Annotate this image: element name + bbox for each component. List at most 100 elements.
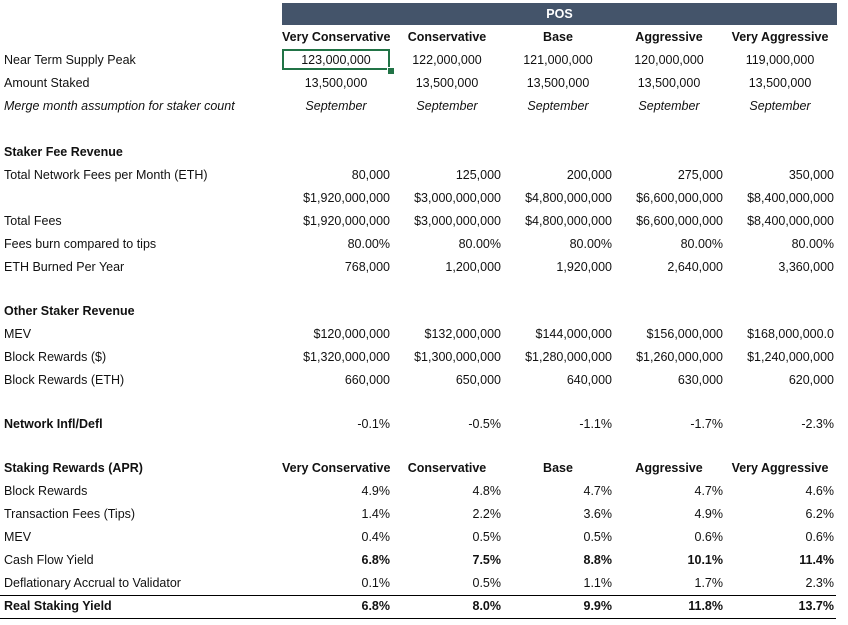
- cell[interactable]: 0.1%: [361, 576, 391, 590]
- cell[interactable]: September: [305, 99, 367, 113]
- cell[interactable]: 8.8%: [583, 553, 613, 567]
- cell[interactable]: $4,800,000,000: [525, 191, 612, 205]
- cell[interactable]: $6,600,000,000: [636, 214, 723, 228]
- cell[interactable]: -1.1%: [579, 417, 612, 431]
- cell[interactable]: 0.6%: [805, 530, 835, 544]
- cell[interactable]: 122,000,000: [412, 53, 482, 67]
- cell[interactable]: 0.6%: [694, 530, 724, 544]
- cell[interactable]: 11.4%: [799, 553, 834, 567]
- cell[interactable]: 80.00%: [347, 237, 390, 251]
- cell[interactable]: $1,280,000,000: [525, 350, 612, 364]
- cell[interactable]: 620,000: [788, 373, 834, 387]
- cell[interactable]: 6.2%: [805, 507, 835, 521]
- cell[interactable]: 640,000: [566, 373, 612, 387]
- cell[interactable]: 80.00%: [458, 237, 501, 251]
- cell[interactable]: 120,000,000: [634, 53, 704, 67]
- cell[interactable]: 0.5%: [583, 530, 613, 544]
- cell[interactable]: 1,920,000: [556, 260, 612, 274]
- cell[interactable]: 275,000: [677, 168, 723, 182]
- cell[interactable]: 125,000: [455, 168, 501, 182]
- cell[interactable]: $1,240,000,000: [747, 350, 834, 364]
- scenario-header[interactable]: Base: [543, 461, 573, 475]
- cell[interactable]: 350,000: [788, 168, 834, 182]
- scenario-header[interactable]: Very Aggressive: [731, 461, 829, 475]
- cell[interactable]: 630,000: [677, 373, 723, 387]
- cell[interactable]: 13,500,000: [637, 76, 701, 90]
- cell[interactable]: 2,640,000: [667, 260, 723, 274]
- cell[interactable]: $4,800,000,000: [525, 214, 612, 228]
- cell[interactable]: September: [416, 99, 478, 113]
- cell[interactable]: 6.8%: [361, 599, 391, 613]
- cell[interactable]: $1,320,000,000: [303, 350, 390, 364]
- scenario-header[interactable]: Base: [543, 30, 573, 44]
- cell[interactable]: $1,260,000,000: [636, 350, 723, 364]
- cell[interactable]: 13,500,000: [526, 76, 590, 90]
- cell[interactable]: 80,000: [351, 168, 390, 182]
- cell[interactable]: 3.6%: [583, 507, 613, 521]
- cell[interactable]: 8.0%: [472, 599, 502, 613]
- cell[interactable]: $3,000,000,000: [414, 191, 501, 205]
- cell[interactable]: $144,000,000: [535, 327, 612, 341]
- cell[interactable]: 9.9%: [583, 599, 613, 613]
- cell[interactable]: 13,500,000: [748, 76, 812, 90]
- fill-handle[interactable]: [387, 67, 395, 75]
- cell[interactable]: 119,000,000: [745, 53, 815, 67]
- scenario-header[interactable]: Very Aggressive: [731, 30, 829, 44]
- cell[interactable]: 3,360,000: [778, 260, 834, 274]
- cell[interactable]: $8,400,000,000: [747, 214, 834, 228]
- cell[interactable]: $120,000,000: [313, 327, 390, 341]
- cell[interactable]: 121,000,000: [523, 53, 593, 67]
- cell[interactable]: $8,400,000,000: [747, 191, 834, 205]
- cell[interactable]: 7.5%: [472, 553, 502, 567]
- cell[interactable]: -2.3%: [801, 417, 834, 431]
- cell[interactable]: 4.9%: [694, 507, 724, 521]
- cell[interactable]: 4.9%: [361, 484, 391, 498]
- cell[interactable]: -1.7%: [690, 417, 723, 431]
- cell[interactable]: 80.00%: [791, 237, 834, 251]
- cell[interactable]: 13,500,000: [415, 76, 479, 90]
- cell[interactable]: -0.1%: [357, 417, 390, 431]
- cell[interactable]: 4.8%: [472, 484, 502, 498]
- cell[interactable]: 80.00%: [569, 237, 612, 251]
- cell[interactable]: $1,920,000,000: [303, 191, 390, 205]
- cell[interactable]: 123,000,000: [301, 53, 371, 67]
- cell[interactable]: 13,500,000: [304, 76, 368, 90]
- cell[interactable]: 2.2%: [472, 507, 502, 521]
- cell[interactable]: 200,000: [566, 168, 612, 182]
- scenario-header[interactable]: Very Conservative: [282, 30, 391, 44]
- cell[interactable]: $1,300,000,000: [414, 350, 501, 364]
- cell[interactable]: $168,000,000.0: [747, 327, 834, 341]
- cell[interactable]: 1.4%: [361, 507, 391, 521]
- scenario-header[interactable]: Aggressive: [635, 461, 703, 475]
- cell[interactable]: 768,000: [344, 260, 390, 274]
- cell[interactable]: 80.00%: [680, 237, 723, 251]
- cell[interactable]: -0.5%: [468, 417, 501, 431]
- cell[interactable]: 4.7%: [583, 484, 613, 498]
- cell[interactable]: 0.5%: [472, 576, 502, 590]
- cell[interactable]: September: [638, 99, 700, 113]
- cell[interactable]: 10.1%: [687, 553, 723, 567]
- cell[interactable]: 1.7%: [694, 576, 724, 590]
- scenario-header[interactable]: Conservative: [407, 30, 487, 44]
- cell[interactable]: 660,000: [344, 373, 390, 387]
- scenario-header[interactable]: Conservative: [407, 461, 487, 475]
- cell[interactable]: $156,000,000: [646, 327, 723, 341]
- cell[interactable]: September: [749, 99, 811, 113]
- cell[interactable]: $3,000,000,000: [414, 214, 501, 228]
- scenario-header[interactable]: Very Conservative: [282, 461, 391, 475]
- cell[interactable]: $1,920,000,000: [303, 214, 390, 228]
- cell[interactable]: 13.7%: [798, 599, 834, 613]
- cell[interactable]: $132,000,000: [424, 327, 501, 341]
- scenario-header[interactable]: Aggressive: [635, 30, 703, 44]
- cell[interactable]: September: [527, 99, 589, 113]
- cell[interactable]: 4.7%: [694, 484, 724, 498]
- cell[interactable]: 2.3%: [805, 576, 835, 590]
- cell[interactable]: 0.4%: [361, 530, 391, 544]
- cell[interactable]: 1,200,000: [445, 260, 501, 274]
- cell[interactable]: 11.8%: [688, 599, 723, 613]
- cell[interactable]: $6,600,000,000: [636, 191, 723, 205]
- cell[interactable]: 1.1%: [583, 576, 613, 590]
- cell[interactable]: 4.6%: [805, 484, 835, 498]
- cell[interactable]: 6.8%: [361, 553, 391, 567]
- cell[interactable]: 650,000: [455, 373, 501, 387]
